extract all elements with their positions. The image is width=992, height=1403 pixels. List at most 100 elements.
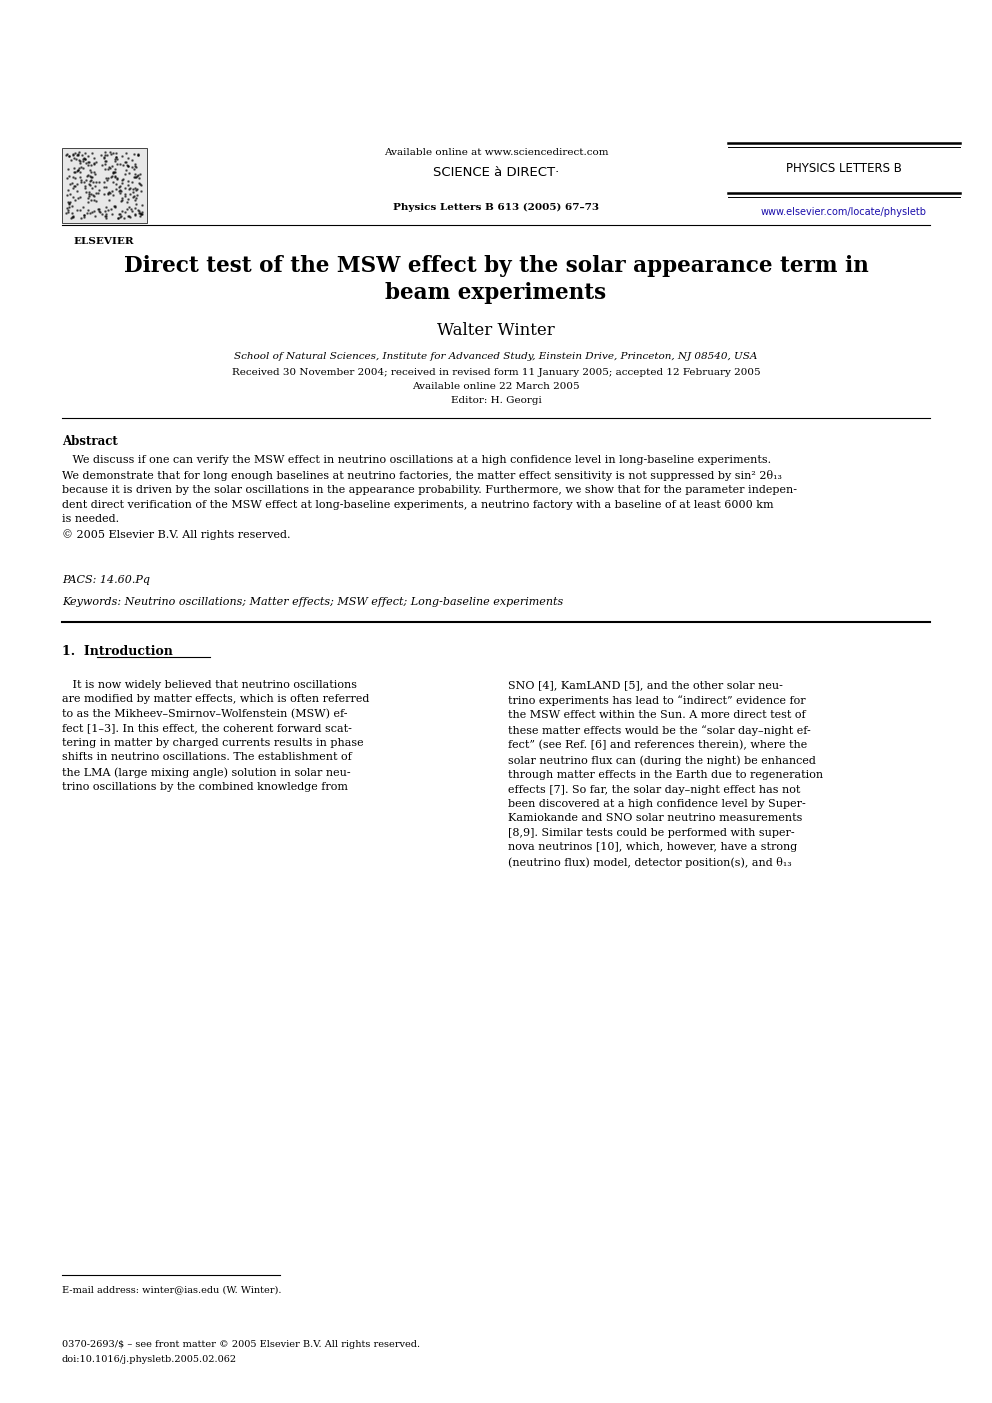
Point	[91, 171, 107, 194]
Point	[105, 161, 121, 184]
Point	[87, 205, 103, 227]
Point	[127, 154, 143, 177]
Point	[104, 154, 120, 177]
Text: Walter Winter: Walter Winter	[437, 323, 555, 340]
Point	[77, 147, 93, 170]
Point	[75, 157, 91, 180]
Point	[114, 168, 130, 191]
Text: 1.  Introduction: 1. Introduction	[62, 645, 173, 658]
Point	[79, 145, 95, 167]
Point	[114, 189, 130, 212]
Point	[133, 202, 149, 224]
Point	[98, 150, 114, 173]
Point	[62, 191, 77, 213]
Point	[132, 205, 148, 227]
Point	[120, 174, 136, 196]
Point	[107, 166, 123, 188]
Point	[134, 201, 150, 223]
Point	[65, 166, 81, 188]
Point	[100, 167, 116, 189]
Text: PHYSICS LETTERS B: PHYSICS LETTERS B	[786, 161, 902, 175]
Point	[73, 171, 89, 194]
Point	[87, 150, 103, 173]
Point	[96, 175, 112, 198]
Point	[97, 153, 113, 175]
Point	[65, 147, 81, 170]
Point	[66, 174, 82, 196]
Point	[85, 184, 101, 206]
Point	[112, 153, 128, 175]
Point	[118, 150, 134, 173]
Point	[93, 143, 109, 166]
Point	[128, 178, 144, 201]
Point	[133, 202, 149, 224]
Point	[81, 181, 97, 203]
Point	[61, 164, 76, 187]
Point	[92, 201, 108, 223]
Point	[114, 187, 130, 209]
Point	[107, 157, 123, 180]
Point	[62, 192, 77, 215]
Point	[102, 166, 118, 188]
Point	[86, 163, 102, 185]
Point	[61, 201, 76, 223]
Text: E-mail address: winter@ias.edu (W. Winter).: E-mail address: winter@ias.edu (W. Winte…	[62, 1285, 282, 1294]
Point	[64, 205, 80, 227]
Point	[60, 178, 75, 201]
Point	[125, 199, 141, 222]
Point	[99, 157, 115, 180]
Point	[86, 152, 102, 174]
Point	[130, 143, 146, 166]
Point	[84, 201, 100, 223]
Point	[122, 182, 138, 205]
Point	[79, 152, 95, 174]
Point	[122, 177, 138, 199]
Point	[112, 175, 128, 198]
Point	[82, 188, 98, 210]
Point	[103, 143, 119, 166]
Point	[130, 164, 146, 187]
Point	[75, 147, 91, 170]
Point	[107, 147, 123, 170]
Point	[109, 167, 125, 189]
Point	[61, 145, 76, 167]
Point	[106, 161, 122, 184]
Point	[88, 182, 104, 205]
Point	[73, 206, 89, 229]
Point	[69, 180, 85, 202]
Point	[113, 205, 129, 227]
Point	[128, 166, 144, 188]
Point	[79, 164, 95, 187]
Point	[130, 145, 146, 167]
Point	[98, 196, 114, 219]
Point	[102, 157, 118, 180]
Point	[115, 168, 131, 191]
Point	[86, 199, 102, 222]
Point	[126, 184, 142, 206]
Point	[108, 178, 124, 201]
Point	[116, 208, 132, 230]
Point	[75, 150, 91, 173]
Point	[125, 181, 141, 203]
Point	[118, 142, 134, 164]
Point	[105, 142, 121, 164]
Text: Physics Letters B 613 (2005) 67–73: Physics Letters B 613 (2005) 67–73	[393, 203, 599, 212]
Point	[121, 205, 137, 227]
Point	[60, 143, 75, 166]
Point	[64, 171, 80, 194]
Point	[61, 192, 76, 215]
Point	[78, 168, 94, 191]
Point	[104, 203, 120, 226]
Point	[71, 157, 87, 180]
Point	[109, 153, 125, 175]
Point	[60, 167, 75, 189]
Point	[131, 202, 147, 224]
Point	[62, 145, 77, 167]
Point	[76, 170, 92, 192]
Point	[83, 161, 99, 184]
Point	[130, 199, 146, 222]
Point	[84, 166, 100, 188]
Text: SNO [4], KamLAND [5], and the other solar neu-
trino experiments has lead to “in: SNO [4], KamLAND [5], and the other sola…	[508, 680, 823, 868]
Point	[119, 153, 135, 175]
Point	[127, 163, 143, 185]
